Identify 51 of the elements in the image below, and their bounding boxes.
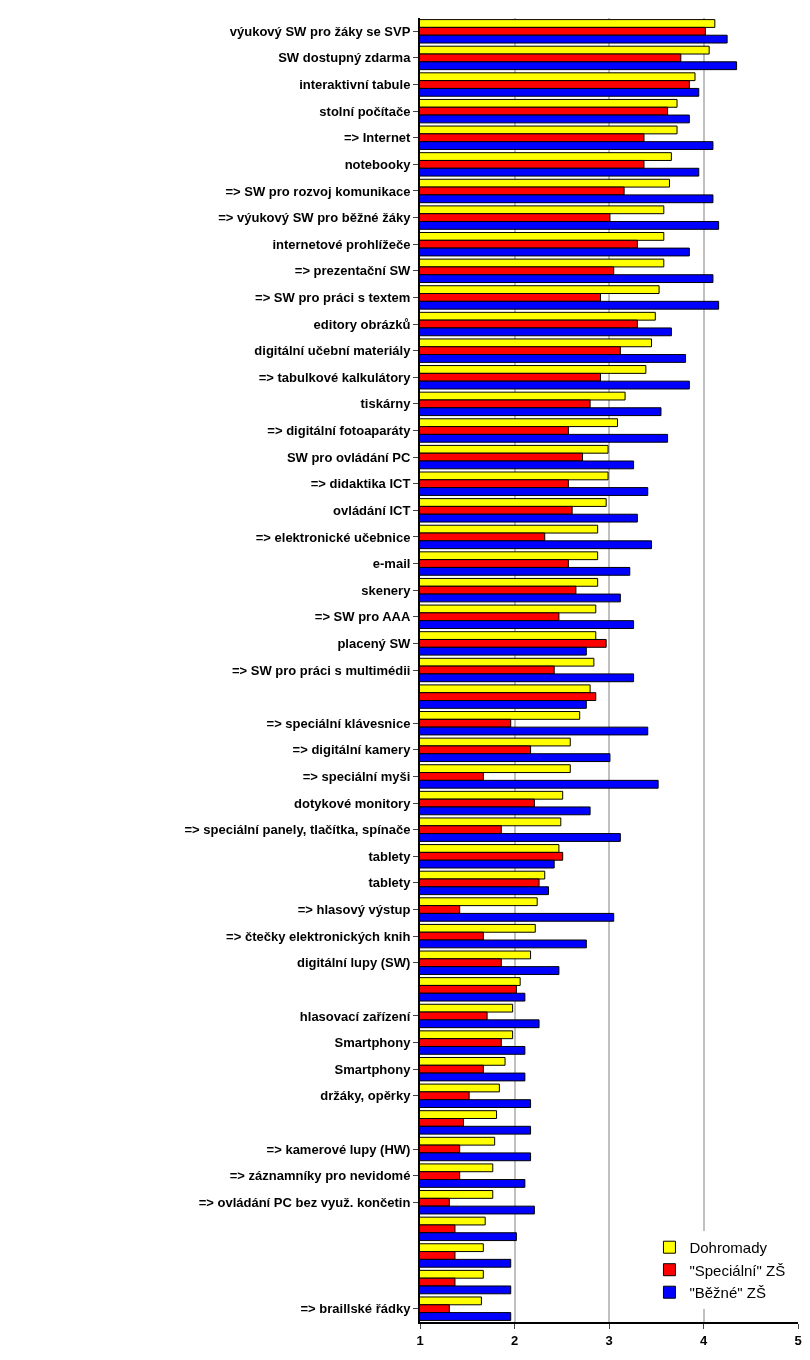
x-tick-label: 1 xyxy=(416,1332,424,1348)
y-tick-label: => ovládání PC bez využ. končetin xyxy=(198,1194,411,1210)
y-tick-label: => SW pro AAA xyxy=(314,609,411,625)
legend-label: Dohromady xyxy=(689,1239,768,1257)
x-tick-label: 3 xyxy=(605,1332,613,1348)
x-tick-label: 4 xyxy=(699,1332,708,1348)
y-tick-label: => speciální klávesnice xyxy=(266,715,411,731)
y-tick-label: tablety xyxy=(368,875,412,891)
y-tick-label: Smartphony xyxy=(334,1035,412,1051)
legend-label: "Speciální" ZŠ xyxy=(689,1261,786,1279)
y-tick-label: editory obrázků xyxy=(313,316,411,332)
y-tick-label: internetové prohlížeče xyxy=(272,236,411,252)
y-tick-label: => speciální panely, tlačítka, spínače xyxy=(184,822,411,838)
y-tick-label: => SW pro práci s textem xyxy=(255,289,411,305)
y-tick-label: => elektronické učebnice xyxy=(255,529,411,545)
y-tick-label: držáky, opěrky xyxy=(320,1088,412,1104)
y-tick-label: SW pro ovládání PC xyxy=(286,449,412,465)
y-tick-label: stolní počítače xyxy=(319,103,411,119)
y-tick-label: => didaktika ICT xyxy=(310,476,411,492)
y-tick-label: hlasovací zařízení xyxy=(299,1008,411,1024)
y-tick-label: => digitální fotoaparáty xyxy=(267,423,412,439)
y-tick-label: tiskárny xyxy=(360,396,412,412)
y-tick-label: skenery xyxy=(361,582,412,598)
y-tick-label: => výukový SW pro běžné žáky xyxy=(218,210,412,226)
y-tick-label: => braillské řádky xyxy=(300,1301,412,1317)
y-tick-label: => kamerové lupy (HW) xyxy=(266,1141,411,1157)
y-tick-label: => SW pro rozvoj komunikace xyxy=(225,183,411,199)
y-tick-label: => tabulkové kalkulátory xyxy=(258,369,412,385)
y-tick-label: => speciální myši xyxy=(302,769,411,784)
y-tick-label: => digitální kamery xyxy=(292,742,412,758)
y-tick-label: => hlasový výstup xyxy=(297,902,411,918)
y-tick-label: => prezentační SW xyxy=(294,263,412,279)
legend-label: "Běžné" ZŠ xyxy=(689,1284,766,1302)
y-tick-label: => SW pro práci s multimédii xyxy=(231,662,411,678)
y-tick-label: dotykové monitory xyxy=(294,795,412,811)
y-tick-label: digitální učební materiály xyxy=(254,343,412,359)
x-tick-label: 5 xyxy=(794,1332,802,1348)
y-tick-label: => Internet xyxy=(343,130,412,146)
y-tick-label: ovládání ICT xyxy=(333,502,411,518)
y-tick-label: placený SW xyxy=(337,635,412,651)
y-tick-label: => čtečky elektronických knih xyxy=(226,928,411,944)
y-tick-label: digitální lupy (SW) xyxy=(297,955,411,971)
y-tick-label: Smartphony xyxy=(334,1061,412,1077)
y-tick-label: SW dostupný zdarma xyxy=(278,50,412,66)
y-tick-label: notebooky xyxy=(344,156,412,172)
x-tick-label: 2 xyxy=(510,1332,519,1348)
y-tick-label: tablety xyxy=(368,848,412,864)
y-tick-label: interaktivní tabule xyxy=(299,77,411,93)
y-tick-label: výukový SW pro žáky se SVP xyxy=(229,23,411,39)
y-tick-label: e-mail xyxy=(372,556,411,572)
y-tick-label: => záznamníky pro nevidomé xyxy=(229,1168,411,1184)
